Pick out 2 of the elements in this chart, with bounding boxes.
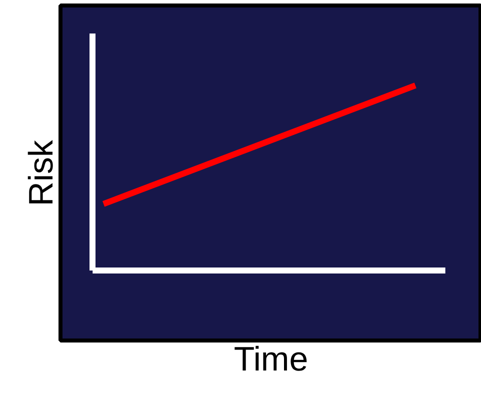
y-axis-title: Risk xyxy=(22,138,60,206)
x-axis-title: Time xyxy=(234,340,308,378)
